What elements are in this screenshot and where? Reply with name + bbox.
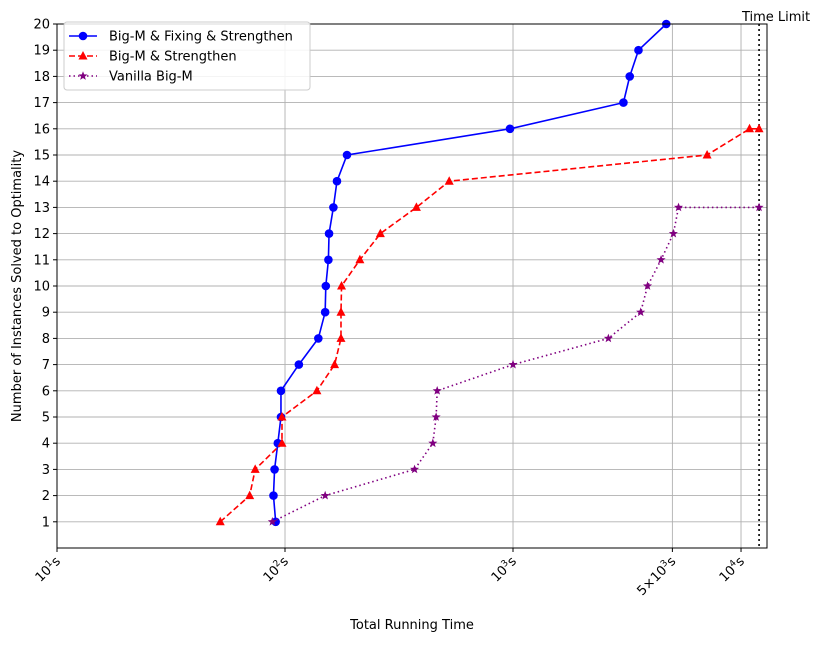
data-point	[702, 150, 712, 159]
x-axis: 101s 102s 103s 5×103s 104s	[32, 548, 748, 599]
data-point	[267, 517, 277, 526]
data-point	[410, 464, 420, 474]
data-point	[754, 123, 764, 133]
legend-box	[63, 21, 311, 91]
data-point	[428, 438, 438, 448]
y-tick-label: 5	[42, 411, 50, 426]
y-tick-label: 18	[33, 70, 50, 85]
data-point	[375, 228, 385, 238]
y-tick-label: 3	[42, 463, 50, 478]
y-tick-label: 1	[42, 515, 50, 530]
data-point	[215, 516, 225, 526]
data-point	[342, 150, 352, 160]
legend-label: Vanilla Big-M	[109, 70, 193, 85]
data-point	[320, 307, 330, 317]
y-tick-label: 16	[33, 122, 50, 137]
y-tick-label: 12	[33, 227, 50, 242]
data-point	[276, 386, 286, 396]
grid	[56, 23, 767, 548]
y-tick-label: 6	[42, 384, 50, 399]
data-point	[673, 202, 684, 212]
data-point	[355, 254, 365, 264]
data-point	[245, 490, 255, 500]
data-point	[636, 307, 646, 317]
y-tick-label: 7	[42, 358, 50, 373]
data-point	[321, 281, 331, 291]
y-tick-label: 11	[33, 253, 50, 268]
x-axis-title: Total Running Time	[349, 618, 474, 633]
y-axis-title: Number of Instances Solved to Optimality	[10, 150, 25, 422]
data-point	[431, 412, 441, 421]
data-point	[78, 71, 88, 80]
series-line	[219, 128, 760, 523]
data-point	[505, 124, 515, 134]
data-point	[619, 98, 628, 107]
data-point	[336, 307, 346, 316]
data-point	[337, 281, 347, 290]
legend-label: Big-M & Fixing & Strengthen	[109, 30, 293, 45]
data-point	[332, 176, 342, 186]
data-point	[78, 31, 88, 41]
data-point	[294, 360, 304, 369]
data-point	[432, 386, 442, 395]
data-point	[656, 255, 666, 264]
x-tick-label: 101s	[32, 553, 64, 585]
y-tick-label: 17	[33, 96, 50, 111]
data-point	[277, 438, 287, 447]
data-point	[336, 333, 346, 342]
legend-label: Big-M & Strengthen	[109, 50, 237, 65]
data-point	[444, 176, 454, 185]
x-tick-label: 103s	[488, 553, 520, 585]
data-point	[745, 123, 755, 133]
data-point	[634, 45, 643, 55]
series-group	[215, 19, 764, 527]
data-point	[754, 202, 764, 212]
data-point	[250, 464, 260, 473]
data-point	[603, 333, 613, 343]
data-point	[324, 229, 334, 238]
y-tick-label: 10	[33, 280, 50, 295]
y-tick-label: 15	[33, 149, 50, 164]
series-1	[269, 19, 671, 527]
data-point	[78, 51, 88, 60]
y-tick-label: 14	[33, 175, 50, 190]
data-point	[411, 202, 421, 211]
x-tick-label: 104s	[716, 553, 748, 585]
y-tick-label: 19	[33, 44, 50, 59]
data-point	[269, 491, 278, 500]
data-point	[330, 359, 340, 369]
y-tick-label: 8	[42, 332, 50, 347]
x-tick-label: 102s	[260, 553, 292, 585]
data-point	[320, 490, 330, 500]
data-point	[625, 72, 635, 81]
data-point	[508, 359, 518, 369]
y-tick-label: 20	[33, 18, 50, 33]
data-point	[312, 385, 322, 395]
y-tick-label: 9	[42, 306, 50, 321]
data-point	[277, 412, 287, 421]
series-3	[267, 202, 764, 526]
x-tick-label: 5×103s	[634, 553, 680, 599]
series-line	[272, 23, 667, 522]
data-point	[329, 203, 338, 212]
y-tick-label: 13	[33, 201, 50, 216]
data-point	[668, 228, 678, 238]
y-tick-label: 2	[42, 489, 50, 504]
legend: Big-M & Fixing & Strengthen Big-M & Stren…	[63, 21, 311, 91]
data-point	[314, 334, 323, 343]
time-limit-annotation: Time Limit	[741, 10, 810, 25]
data-point	[270, 465, 279, 474]
y-tick-label: 4	[42, 437, 50, 452]
series-2	[215, 123, 764, 526]
data-point	[324, 255, 333, 265]
data-point	[642, 281, 653, 290]
